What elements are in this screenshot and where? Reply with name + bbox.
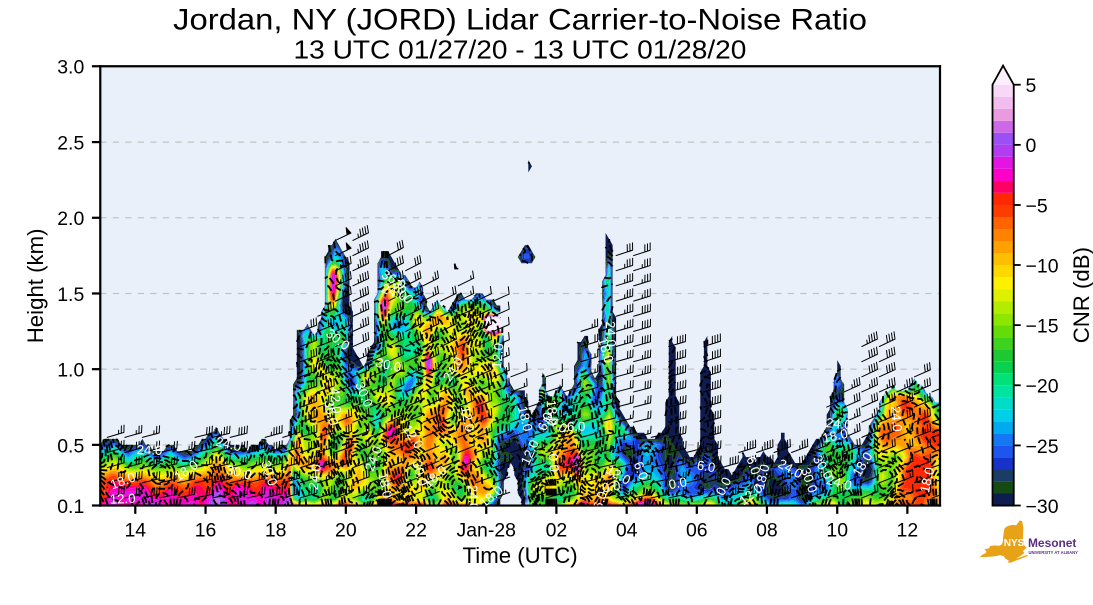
svg-text:6.0: 6.0 xyxy=(696,457,717,475)
svg-text:Jordan, NY (JORD) Lidar Carrie: Jordan, NY (JORD) Lidar Carrier-to-Noise… xyxy=(173,5,867,37)
svg-text:6.0: 6.0 xyxy=(590,489,610,511)
svg-text:0.5: 0.5 xyxy=(57,435,84,457)
svg-text:−20: −20 xyxy=(1026,376,1059,398)
svg-text:24.0: 24.0 xyxy=(888,405,905,432)
svg-text:0: 0 xyxy=(1026,135,1037,157)
svg-text:Jan-28: Jan-28 xyxy=(457,519,516,541)
svg-text:3.0: 3.0 xyxy=(57,57,84,79)
svg-text:18.0: 18.0 xyxy=(595,336,617,365)
svg-text:6.0: 6.0 xyxy=(631,459,652,482)
svg-text:18: 18 xyxy=(265,519,287,541)
svg-text:42.0: 42.0 xyxy=(327,387,344,414)
svg-text:16: 16 xyxy=(195,519,217,541)
svg-text:5: 5 xyxy=(1026,75,1037,97)
svg-text:2.0: 2.0 xyxy=(57,208,84,230)
svg-text:CNR (dB): CNR (dB) xyxy=(1069,247,1093,343)
svg-text:6.0: 6.0 xyxy=(743,454,763,476)
svg-text:Height (km): Height (km) xyxy=(23,228,48,343)
svg-text:24.0: 24.0 xyxy=(825,415,852,433)
svg-text:−25: −25 xyxy=(1026,436,1059,458)
svg-text:0.0: 0.0 xyxy=(545,453,561,472)
svg-text:18.0: 18.0 xyxy=(375,471,395,499)
svg-text:02: 02 xyxy=(546,519,568,541)
svg-text:−10: −10 xyxy=(1026,256,1059,278)
svg-text:0.1: 0.1 xyxy=(57,496,84,518)
svg-text:08: 08 xyxy=(756,519,778,541)
svg-text:30.0: 30.0 xyxy=(258,459,280,488)
svg-text:0.0: 0.0 xyxy=(667,474,688,492)
svg-text:22: 22 xyxy=(405,519,427,541)
svg-text:14: 14 xyxy=(124,519,146,541)
svg-text:2.5: 2.5 xyxy=(57,132,84,154)
svg-text:30.0: 30.0 xyxy=(409,459,430,488)
svg-text:10: 10 xyxy=(826,519,848,541)
svg-text:−5: −5 xyxy=(1026,195,1048,217)
svg-text:18.0: 18.0 xyxy=(515,404,536,432)
svg-text:1.0: 1.0 xyxy=(57,360,84,382)
svg-text:24.0: 24.0 xyxy=(465,484,481,510)
svg-text:30.0: 30.0 xyxy=(798,466,821,495)
svg-text:06: 06 xyxy=(686,519,708,541)
svg-text:NYS: NYS xyxy=(1004,538,1025,549)
svg-text:24.0: 24.0 xyxy=(136,442,162,458)
svg-text:18.0: 18.0 xyxy=(917,466,937,494)
svg-text:12: 12 xyxy=(897,519,919,541)
svg-text:Time (UTC): Time (UTC) xyxy=(463,543,578,568)
svg-text:Mesonet: Mesonet xyxy=(1028,536,1076,550)
svg-text:24.0: 24.0 xyxy=(306,463,324,491)
svg-text:6.0: 6.0 xyxy=(535,410,556,433)
svg-text:24.0: 24.0 xyxy=(825,472,854,493)
svg-text:−30: −30 xyxy=(1026,496,1059,518)
svg-text:12.0: 12.0 xyxy=(489,342,506,369)
svg-text:0.0: 0.0 xyxy=(601,478,621,495)
svg-text:36.0: 36.0 xyxy=(321,399,341,427)
svg-text:1.5: 1.5 xyxy=(57,284,84,306)
svg-text:04: 04 xyxy=(616,519,638,541)
svg-text:−15: −15 xyxy=(1026,315,1059,337)
svg-text:13 UTC 01/27/20 - 13 UTC 01/28: 13 UTC 01/27/20 - 13 UTC 01/28/20 xyxy=(294,37,747,65)
svg-text:12.0: 12.0 xyxy=(458,405,478,433)
svg-text:18.0: 18.0 xyxy=(544,399,561,426)
svg-text:30.0: 30.0 xyxy=(225,462,254,483)
svg-text:20: 20 xyxy=(335,519,357,541)
svg-text:0.0: 0.0 xyxy=(713,475,735,498)
svg-text:6.0: 6.0 xyxy=(567,419,586,434)
svg-text:12.0: 12.0 xyxy=(109,491,135,507)
svg-text:30.0: 30.0 xyxy=(374,355,402,375)
svg-text:24.0: 24.0 xyxy=(214,434,242,454)
svg-text:24.0: 24.0 xyxy=(603,321,619,347)
svg-text:18.0: 18.0 xyxy=(752,463,773,492)
svg-text:18.0: 18.0 xyxy=(821,426,849,446)
svg-text:UNIVERSITY AT ALBANY: UNIVERSITY AT ALBANY xyxy=(1029,550,1079,555)
